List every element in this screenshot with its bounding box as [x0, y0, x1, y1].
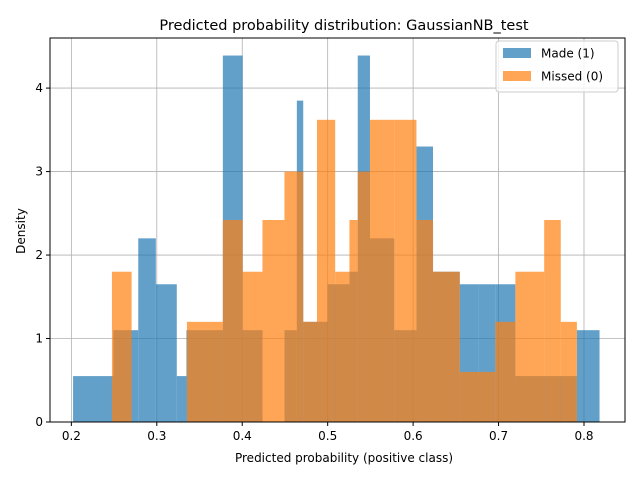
x-tick-label-0: 0.2 [62, 429, 81, 443]
plot-frame [49, 37, 626, 423]
y-tick-label-3: 3 [35, 165, 43, 179]
x-tick-label-2: 0.4 [233, 429, 252, 443]
bar-missed-8 [316, 119, 336, 423]
bar-missed-18 [515, 271, 545, 422]
bar-missed-15 [433, 271, 460, 422]
bar-made-22 [576, 330, 600, 422]
bar-missed-5 [262, 219, 285, 422]
bar-made-2 [138, 238, 156, 422]
legend-label-made: Made (1) [541, 47, 595, 61]
bar-made-3 [155, 284, 177, 422]
legend-swatch-missed [503, 71, 531, 81]
legend-label-missed: Missed (0) [541, 70, 603, 84]
bar-missed-13 [394, 119, 417, 423]
bar-missed-2 [186, 321, 223, 422]
x-tick-label-5: 0.7 [489, 429, 508, 443]
x-axis-label: Predicted probability (positive class) [235, 451, 453, 465]
bar-missed-0 [111, 271, 132, 422]
axes: 0.2 0.3 0.4 0.5 0.6 0.7 0.8 0 1 2 3 4 [35, 37, 626, 443]
x-tick-label-1: 0.3 [147, 429, 166, 443]
bar-missed-20 [560, 321, 577, 422]
y-tick-label-2: 2 [35, 248, 43, 262]
bar-missed-3 [222, 219, 243, 422]
bar-missed-14 [416, 219, 434, 422]
y-tick-label-1: 1 [35, 332, 43, 346]
legend-swatch-made [503, 48, 531, 58]
bar-missed-16 [459, 371, 496, 422]
legend: Made (1) Missed (0) [495, 40, 619, 93]
chart-title: Predicted probability distribution: Gaus… [159, 18, 529, 34]
x-tick-label-6: 0.8 [574, 429, 593, 443]
bar-missed-12 [369, 119, 395, 423]
bar-missed-7 [303, 321, 317, 422]
bar-missed-9 [335, 271, 350, 422]
bar-missed-4 [242, 271, 263, 422]
bar-missed-17 [495, 321, 516, 422]
bar-missed-10 [349, 219, 358, 422]
bar-missed-19 [544, 219, 561, 422]
bar-made-4 [176, 376, 187, 422]
y-tick-label-0: 0 [35, 415, 43, 429]
bar-missed-6 [284, 171, 304, 422]
y-axis-label: Density [14, 208, 28, 254]
y-tick-label-4: 4 [35, 81, 43, 95]
x-tick-label-4: 0.6 [404, 429, 423, 443]
bar-made-0 [73, 376, 114, 422]
bar-missed-11 [357, 171, 370, 422]
x-tick-label-3: 0.5 [318, 429, 337, 443]
histogram-bars [73, 55, 600, 423]
